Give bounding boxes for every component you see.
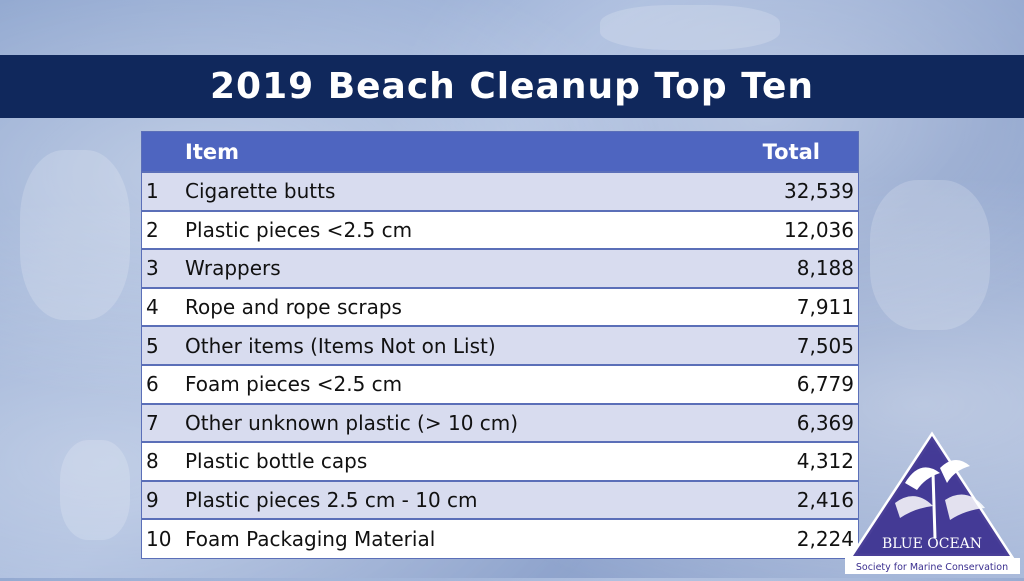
row-item: Rope and rope scraps [185, 295, 402, 320]
row-item: Foam Packaging Material [185, 527, 436, 552]
row-item: Other unknown plastic (> 10 cm) [185, 410, 519, 435]
row-rank: 4 [146, 295, 159, 320]
table-row: 2 Plastic pieces <2.5 cm 12,036 [142, 210, 858, 250]
blue-ocean-logo: BLUE OCEAN Society for Marine Conservati… [845, 428, 1020, 576]
table-row: 5 Other items (Items Not on List) 7,505 [142, 326, 858, 365]
table-row: 8 Plastic bottle caps 4,312 [142, 442, 858, 481]
item-header: Item [185, 139, 239, 164]
row-rank: 10 [146, 527, 172, 552]
row-total: 7,505 [796, 333, 854, 358]
row-total: 2,416 [796, 488, 854, 513]
rank-header [142, 132, 185, 172]
row-item: Wrappers [185, 256, 281, 281]
background-debris [20, 150, 130, 320]
table-row: 9 Plastic pieces 2.5 cm - 10 cm 2,416 [142, 480, 858, 520]
background-debris [870, 180, 990, 330]
logo-tagline: Society for Marine Conservation [856, 562, 1008, 573]
row-rank: 1 [146, 179, 159, 204]
row-rank: 2 [146, 217, 159, 242]
table-row: 3 Wrappers 8,188 [142, 249, 858, 288]
row-total: 12,036 [784, 217, 854, 242]
row-total: 2,224 [796, 527, 854, 552]
row-item: Plastic pieces <2.5 cm [185, 217, 413, 242]
background-debris [60, 440, 130, 540]
row-item: Other items (Items Not on List) [185, 333, 496, 358]
row-total: 8,188 [796, 256, 854, 281]
row-item: Foam pieces <2.5 cm [185, 372, 403, 397]
logo-name: BLUE OCEAN [882, 536, 982, 552]
table-header-row: Item Total [142, 132, 858, 172]
row-rank: 3 [146, 256, 159, 281]
row-rank: 7 [146, 410, 159, 435]
row-total: 6,369 [796, 410, 854, 435]
row-rank: 6 [146, 372, 159, 397]
table-row: 10 Foam Packaging Material 2,224 [142, 519, 858, 558]
title-bar: 2019 Beach Cleanup Top Ten [0, 55, 1024, 118]
row-rank: 8 [146, 449, 159, 474]
table-row: 4 Rope and rope scraps 7,911 [142, 287, 858, 327]
background-debris [600, 5, 780, 50]
row-item: Plastic pieces 2.5 cm - 10 cm [185, 488, 478, 513]
table-row: 6 Foam pieces <2.5 cm 6,779 [142, 364, 858, 404]
page-title: 2019 Beach Cleanup Top Ten [209, 66, 815, 107]
row-total: 4,312 [796, 449, 854, 474]
data-table: Item Total 1 Cigarette butts 32,539 2 Plasti… [142, 132, 858, 558]
row-rank: 5 [146, 333, 159, 358]
row-total: 32,539 [784, 179, 854, 204]
total-header: Total [762, 139, 820, 164]
row-rank: 9 [146, 488, 159, 513]
top-ten-table: Item Total 1 Cigarette butts 32,539 2 Plasti… [141, 131, 859, 559]
row-total: 7,911 [796, 295, 854, 320]
row-item: Plastic bottle caps [185, 449, 368, 474]
table-row: 7 Other unknown plastic (> 10 cm) 6,369 [142, 403, 858, 443]
row-item: Cigarette butts [185, 179, 336, 204]
table-row: 1 Cigarette butts 32,539 [142, 172, 858, 211]
row-total: 6,779 [796, 372, 854, 397]
